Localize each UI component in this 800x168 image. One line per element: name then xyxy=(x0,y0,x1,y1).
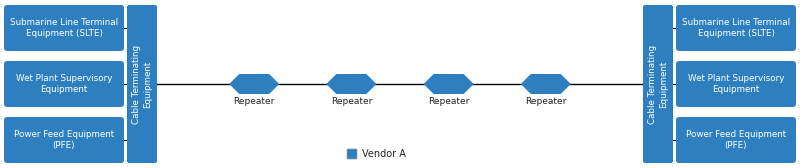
FancyBboxPatch shape xyxy=(4,5,124,51)
FancyBboxPatch shape xyxy=(676,117,796,163)
Text: Submarine Line Terminal
Equipment (SLTE): Submarine Line Terminal Equipment (SLTE) xyxy=(682,18,790,38)
Text: Repeater: Repeater xyxy=(330,97,372,106)
FancyBboxPatch shape xyxy=(127,5,157,163)
FancyBboxPatch shape xyxy=(676,5,796,51)
Text: Cable Terminating
Equipment: Cable Terminating Equipment xyxy=(648,45,668,123)
Text: Submarine Line Terminal
Equipment (SLTE): Submarine Line Terminal Equipment (SLTE) xyxy=(10,18,118,38)
Text: Repeater: Repeater xyxy=(428,97,470,106)
Text: Power Feed Equipment
(PFE): Power Feed Equipment (PFE) xyxy=(14,130,114,150)
Text: Repeater: Repeater xyxy=(234,97,275,106)
Polygon shape xyxy=(424,74,474,94)
Text: Wet Plant Supervisory
Equipment: Wet Plant Supervisory Equipment xyxy=(688,74,784,94)
FancyBboxPatch shape xyxy=(643,5,673,163)
FancyBboxPatch shape xyxy=(347,149,357,159)
Text: Repeater: Repeater xyxy=(525,97,566,106)
FancyBboxPatch shape xyxy=(4,117,124,163)
Text: Cable Terminating
Equipment: Cable Terminating Equipment xyxy=(132,45,152,123)
Text: Power Feed Equipment
(PFE): Power Feed Equipment (PFE) xyxy=(686,130,786,150)
Text: Wet Plant Supervisory
Equipment: Wet Plant Supervisory Equipment xyxy=(16,74,112,94)
Polygon shape xyxy=(229,74,279,94)
Polygon shape xyxy=(326,74,376,94)
FancyBboxPatch shape xyxy=(4,61,124,107)
FancyBboxPatch shape xyxy=(676,61,796,107)
Polygon shape xyxy=(521,74,570,94)
Text: Vendor A: Vendor A xyxy=(362,149,406,159)
